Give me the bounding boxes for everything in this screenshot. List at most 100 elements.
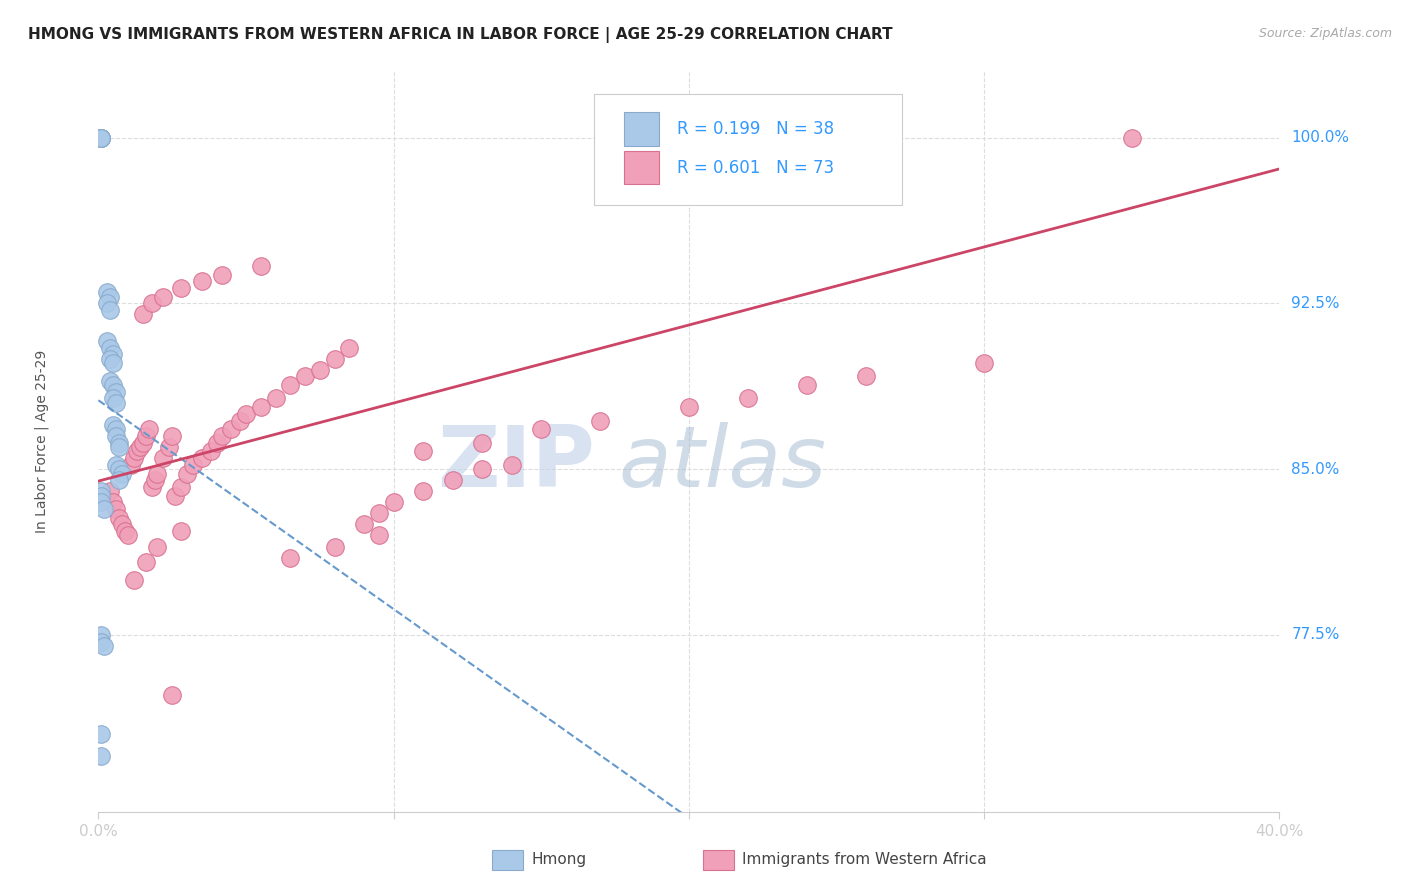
Point bbox=[973, 356, 995, 370]
Point bbox=[98, 374, 121, 388]
Text: 100.0%: 100.0% bbox=[1291, 130, 1350, 145]
Point bbox=[105, 429, 128, 443]
Point bbox=[90, 495, 112, 509]
Point bbox=[132, 435, 155, 450]
Point bbox=[294, 369, 316, 384]
Point bbox=[752, 130, 775, 145]
Point bbox=[108, 473, 131, 487]
Point bbox=[162, 429, 183, 443]
Point bbox=[176, 467, 198, 481]
Point bbox=[530, 422, 553, 436]
Point bbox=[368, 528, 391, 542]
Point bbox=[122, 451, 145, 466]
Point bbox=[796, 378, 818, 392]
Point bbox=[117, 528, 139, 542]
Point bbox=[678, 401, 700, 415]
Point bbox=[105, 396, 128, 410]
Point bbox=[737, 392, 759, 406]
Point bbox=[93, 639, 115, 653]
Point bbox=[90, 749, 112, 764]
Point bbox=[211, 429, 233, 443]
Point bbox=[412, 484, 434, 499]
Point bbox=[146, 540, 169, 554]
Point bbox=[339, 341, 361, 355]
Point bbox=[132, 308, 155, 322]
Point bbox=[1121, 130, 1143, 145]
Text: R = 0.601   N = 73: R = 0.601 N = 73 bbox=[678, 159, 834, 177]
Point bbox=[368, 507, 391, 521]
Point bbox=[111, 517, 134, 532]
Point bbox=[108, 510, 131, 524]
Point bbox=[90, 130, 112, 145]
Point bbox=[98, 351, 121, 366]
FancyBboxPatch shape bbox=[624, 151, 659, 185]
Point bbox=[90, 130, 112, 145]
Point bbox=[280, 378, 302, 392]
Point bbox=[170, 281, 193, 295]
Point bbox=[382, 495, 405, 509]
Point bbox=[412, 444, 434, 458]
Point bbox=[170, 524, 193, 538]
Point bbox=[90, 489, 112, 503]
Point bbox=[135, 429, 157, 443]
Point bbox=[103, 356, 125, 370]
Point bbox=[501, 458, 523, 472]
Point bbox=[323, 351, 346, 366]
Point bbox=[138, 422, 160, 436]
Point bbox=[191, 274, 214, 288]
Point bbox=[105, 458, 128, 472]
Text: 92.5%: 92.5% bbox=[1291, 296, 1340, 311]
Point bbox=[152, 290, 174, 304]
Point bbox=[90, 130, 112, 145]
Point bbox=[264, 392, 287, 406]
Point bbox=[90, 130, 112, 145]
Point bbox=[122, 573, 145, 587]
Point bbox=[235, 407, 257, 421]
Point bbox=[90, 628, 112, 642]
Point bbox=[90, 484, 112, 499]
Text: ZIP: ZIP bbox=[437, 422, 595, 505]
Point bbox=[742, 130, 765, 145]
FancyBboxPatch shape bbox=[624, 112, 659, 145]
Point bbox=[90, 634, 112, 648]
Point bbox=[103, 495, 125, 509]
Point bbox=[90, 727, 112, 741]
Point bbox=[96, 334, 118, 348]
Point bbox=[135, 555, 157, 569]
Text: atlas: atlas bbox=[619, 422, 827, 505]
Point bbox=[309, 362, 332, 376]
Point bbox=[96, 285, 118, 300]
Point bbox=[211, 268, 233, 282]
Point bbox=[141, 296, 163, 310]
Point bbox=[471, 462, 494, 476]
Point bbox=[128, 440, 150, 454]
Point bbox=[103, 417, 125, 432]
Point bbox=[229, 413, 252, 427]
Point bbox=[98, 290, 121, 304]
Point bbox=[98, 484, 121, 499]
Point bbox=[471, 435, 494, 450]
Point bbox=[103, 392, 125, 406]
Point bbox=[323, 540, 346, 554]
Point bbox=[105, 384, 128, 399]
Point bbox=[205, 435, 228, 450]
Point bbox=[181, 458, 204, 472]
Point bbox=[98, 303, 121, 318]
Point bbox=[664, 130, 686, 145]
Point bbox=[157, 440, 180, 454]
Point bbox=[353, 517, 375, 532]
Text: Immigrants from Western Africa: Immigrants from Western Africa bbox=[742, 853, 987, 867]
Point bbox=[170, 480, 193, 494]
Point bbox=[105, 422, 128, 436]
Text: Hmong: Hmong bbox=[531, 853, 586, 867]
Point bbox=[624, 130, 647, 145]
Point bbox=[108, 435, 131, 450]
Point bbox=[250, 401, 273, 415]
Point bbox=[98, 341, 121, 355]
Point bbox=[96, 296, 118, 310]
Point bbox=[191, 451, 214, 466]
Point bbox=[165, 489, 187, 503]
Point bbox=[93, 502, 115, 516]
Point bbox=[250, 259, 273, 273]
Text: R = 0.199   N = 38: R = 0.199 N = 38 bbox=[678, 120, 834, 138]
